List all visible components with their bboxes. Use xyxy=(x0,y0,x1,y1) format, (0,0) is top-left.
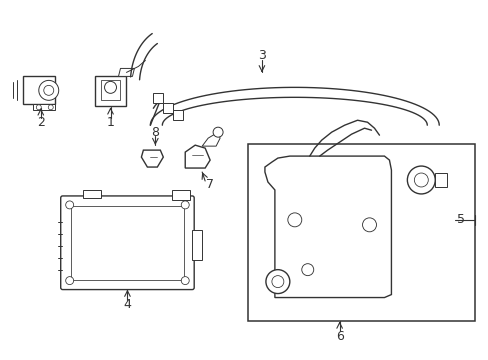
Bar xyxy=(173,110,183,120)
Circle shape xyxy=(36,105,41,110)
Text: 1: 1 xyxy=(106,116,114,129)
Circle shape xyxy=(407,166,434,194)
Bar xyxy=(172,190,190,200)
Circle shape xyxy=(265,270,289,293)
Text: 3: 3 xyxy=(258,49,265,62)
Circle shape xyxy=(181,201,189,209)
Text: 7: 7 xyxy=(206,179,214,192)
Bar xyxy=(192,230,202,260)
Polygon shape xyxy=(185,145,210,168)
Circle shape xyxy=(65,201,74,209)
Circle shape xyxy=(181,276,189,285)
Bar xyxy=(434,173,447,187)
Circle shape xyxy=(271,276,283,288)
Circle shape xyxy=(213,127,223,137)
Bar xyxy=(352,170,362,180)
Polygon shape xyxy=(33,104,55,110)
Text: 2: 2 xyxy=(37,116,44,129)
Bar xyxy=(71,206,184,280)
Text: 5: 5 xyxy=(456,213,464,226)
Circle shape xyxy=(44,85,54,95)
Polygon shape xyxy=(94,76,126,106)
Bar xyxy=(163,103,173,113)
Bar xyxy=(82,190,101,198)
Text: 6: 6 xyxy=(335,330,343,343)
FancyBboxPatch shape xyxy=(61,196,194,289)
Circle shape xyxy=(104,81,116,93)
Polygon shape xyxy=(202,132,220,146)
Circle shape xyxy=(39,80,59,100)
Circle shape xyxy=(48,105,53,110)
Bar xyxy=(247,144,474,321)
Text: 4: 4 xyxy=(123,298,131,311)
Polygon shape xyxy=(118,68,134,76)
Polygon shape xyxy=(23,76,55,104)
Circle shape xyxy=(301,264,313,276)
Circle shape xyxy=(287,213,301,227)
Bar xyxy=(366,177,376,187)
Circle shape xyxy=(65,276,74,285)
Polygon shape xyxy=(264,156,390,298)
Polygon shape xyxy=(141,150,163,167)
Text: 8: 8 xyxy=(151,126,159,139)
Circle shape xyxy=(362,218,376,232)
Bar xyxy=(153,93,163,103)
Bar xyxy=(101,80,120,100)
Circle shape xyxy=(413,173,427,187)
